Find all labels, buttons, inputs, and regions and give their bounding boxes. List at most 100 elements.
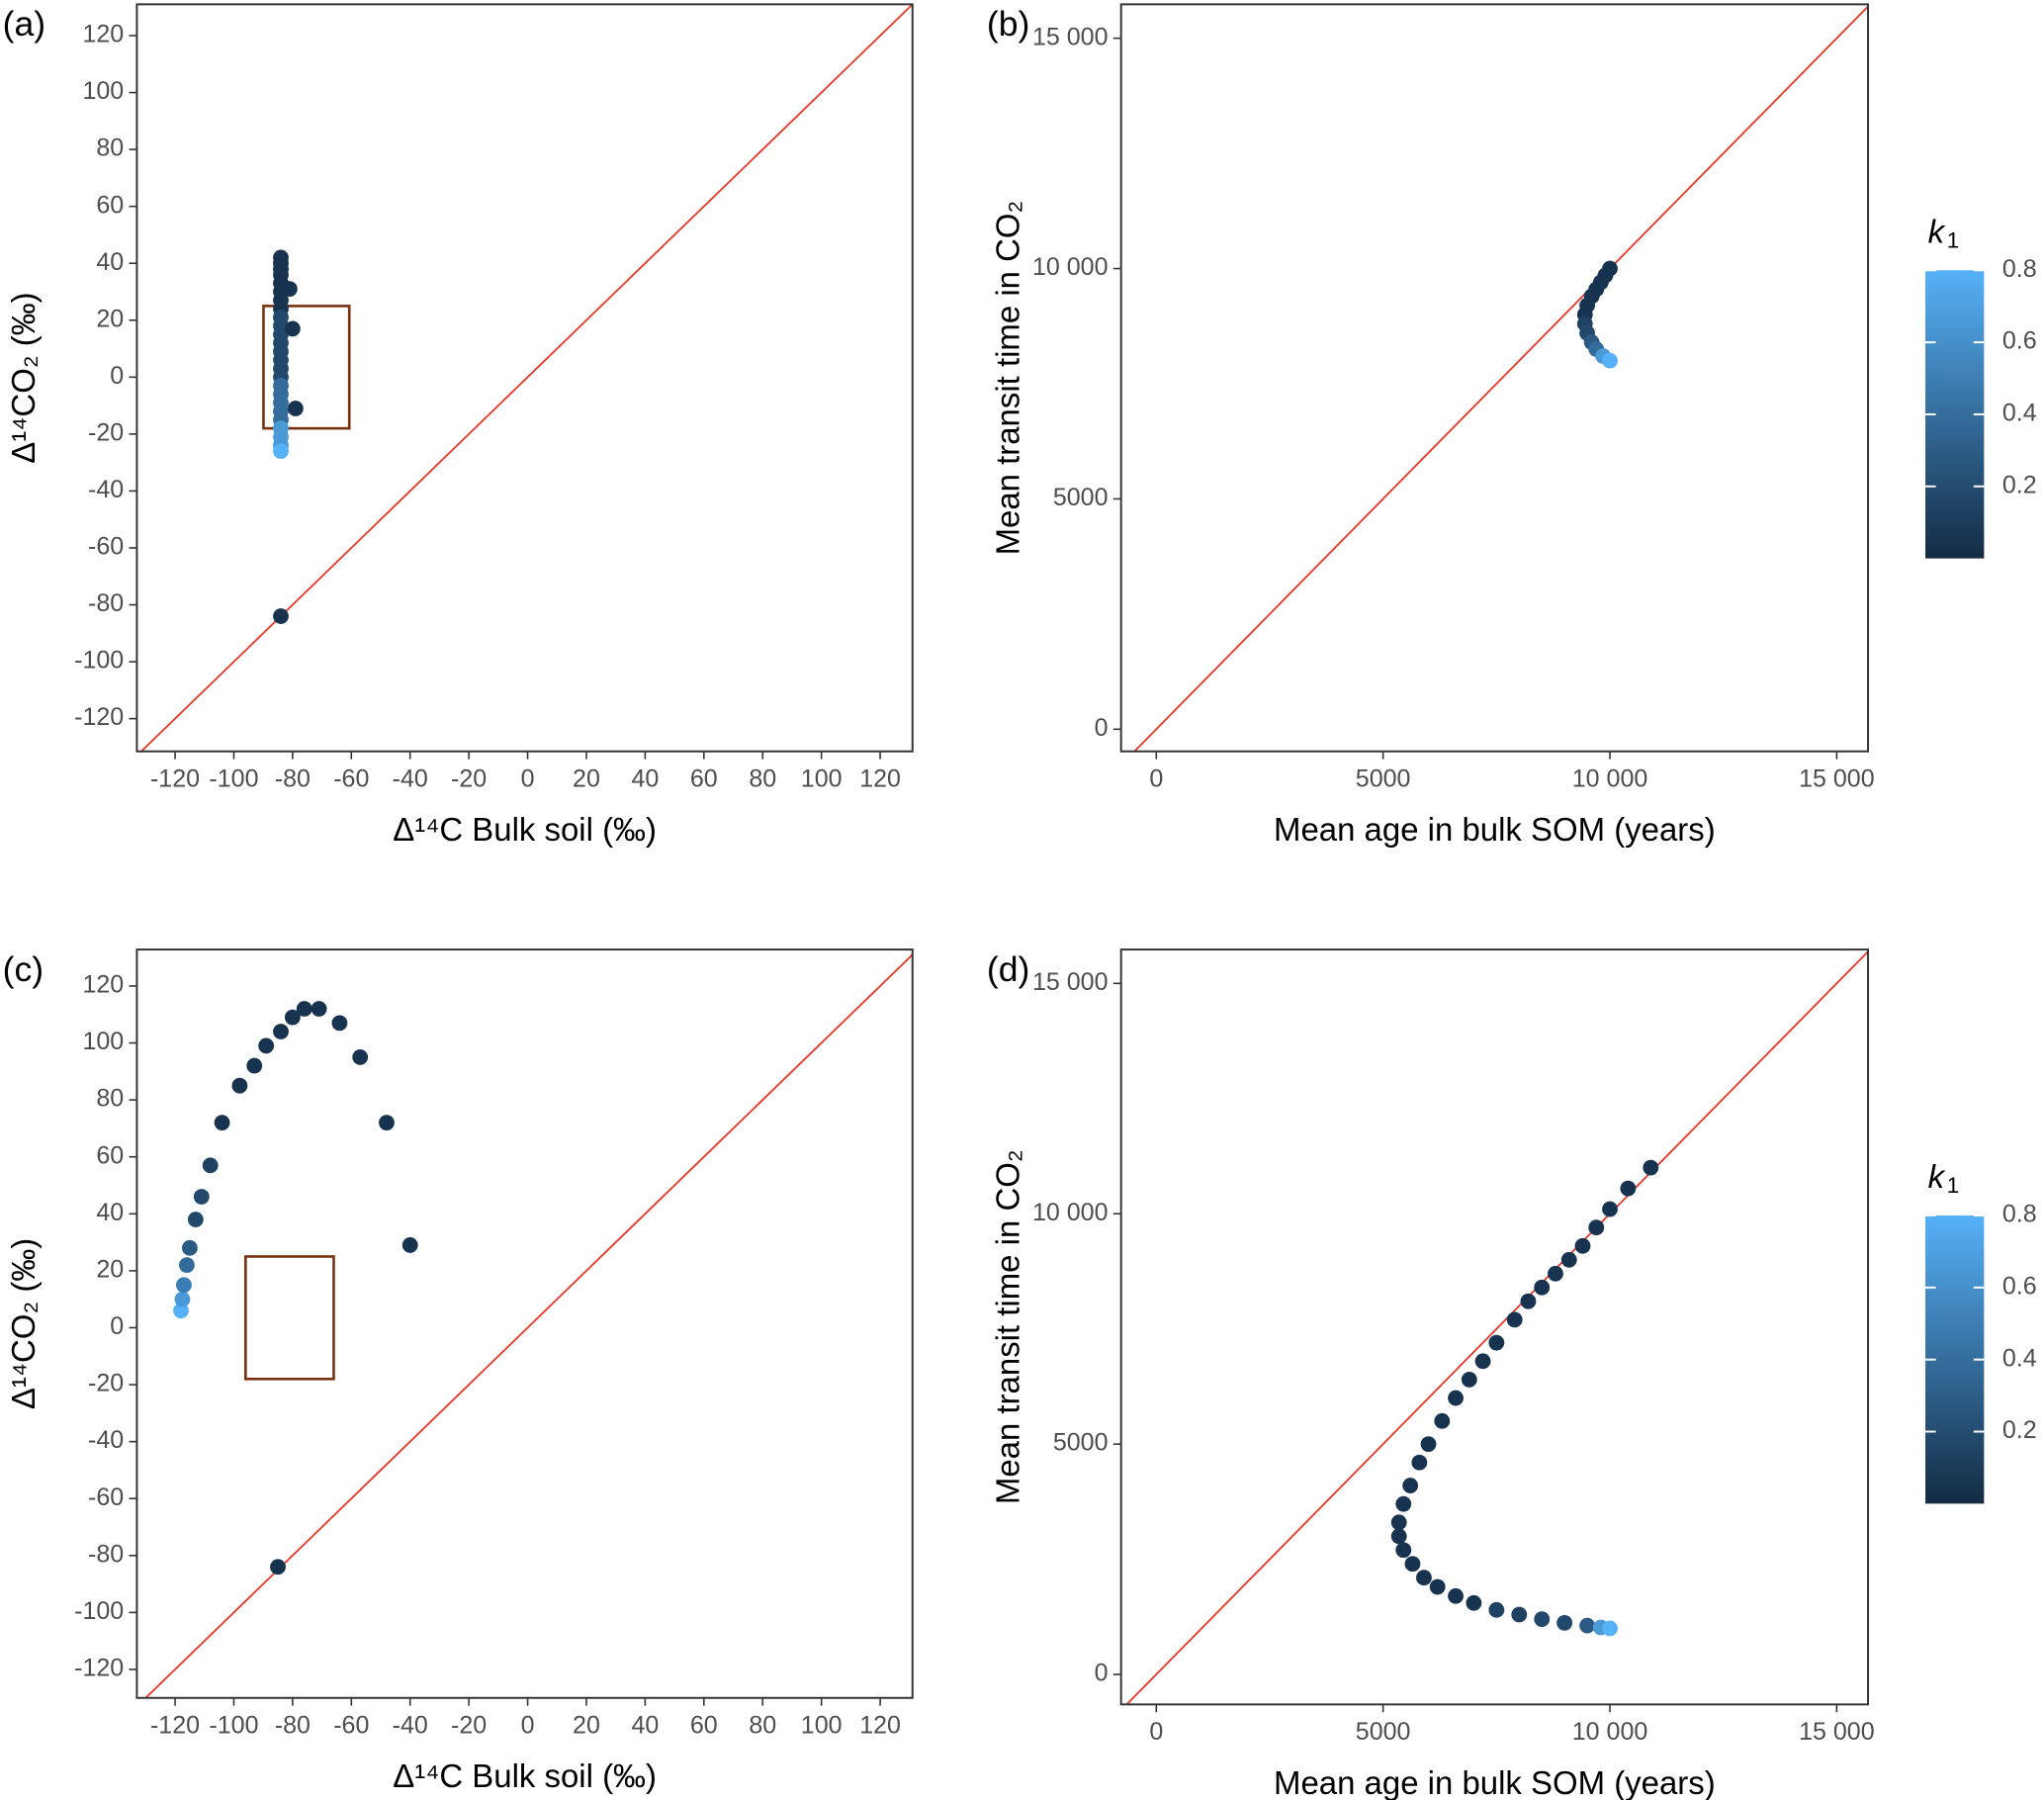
y-tick-label: 80 bbox=[96, 135, 124, 162]
y-tick-label: 40 bbox=[96, 248, 124, 276]
point bbox=[1390, 1514, 1407, 1531]
point bbox=[1534, 1611, 1551, 1628]
y-tick-label: -60 bbox=[88, 1484, 124, 1511]
point bbox=[1404, 1556, 1421, 1573]
y-tick-label: 60 bbox=[96, 1141, 124, 1169]
colorbar-tick-label: 0.4 bbox=[2002, 400, 2037, 427]
x-tick-label: 0 bbox=[521, 765, 535, 792]
y-tick-label: 0 bbox=[1095, 1660, 1109, 1687]
colorbar-tick-label: 0.2 bbox=[2002, 1416, 2037, 1444]
x-tick-label: -60 bbox=[333, 1711, 369, 1739]
annotation-box bbox=[262, 305, 351, 430]
point bbox=[246, 1057, 263, 1074]
x-tick-label: -100 bbox=[209, 765, 258, 792]
point bbox=[258, 1037, 275, 1054]
y-tick-label: 0 bbox=[110, 362, 124, 390]
x-tick-label: -120 bbox=[150, 1711, 200, 1739]
point bbox=[1448, 1390, 1464, 1406]
point bbox=[1434, 1412, 1451, 1429]
point bbox=[1534, 1279, 1551, 1296]
x-tick-label: 60 bbox=[690, 765, 718, 792]
y-tick-label: 20 bbox=[96, 305, 124, 332]
y-tick-label: 80 bbox=[96, 1085, 124, 1113]
point bbox=[1588, 1219, 1605, 1236]
point bbox=[1488, 1334, 1505, 1351]
colorbar-title-main: k bbox=[1928, 213, 1946, 249]
x-tick-label: -60 bbox=[333, 765, 369, 792]
colorbar-tick-label: 0.8 bbox=[2002, 1201, 2037, 1228]
x-tick-label: 40 bbox=[631, 765, 659, 792]
y-tick-label: -60 bbox=[88, 533, 124, 561]
y-tick-label: 5000 bbox=[1053, 1429, 1109, 1457]
x-tick-label: 20 bbox=[573, 1711, 600, 1739]
y-tick-label: 40 bbox=[96, 1199, 124, 1226]
colorbar-title-sub: 1 bbox=[1947, 227, 1959, 252]
point bbox=[1395, 1542, 1412, 1559]
point bbox=[181, 1239, 198, 1256]
x-tick-label: 100 bbox=[801, 1711, 843, 1739]
y-axis-title: Δ¹⁴CO₂ (‰) bbox=[5, 292, 42, 463]
plot-frame bbox=[1119, 948, 1870, 1706]
reference-line bbox=[139, 4, 913, 752]
point bbox=[273, 443, 289, 460]
y-tick-label: -100 bbox=[74, 647, 124, 675]
point bbox=[1411, 1454, 1428, 1471]
x-tick-label: 60 bbox=[690, 1711, 718, 1739]
y-tick-label: 20 bbox=[96, 1255, 124, 1283]
plot-frame bbox=[135, 3, 914, 753]
x-tick-label: 120 bbox=[859, 1711, 901, 1739]
x-tick-label: 40 bbox=[631, 1711, 659, 1739]
colorbar-tick-label: 0.2 bbox=[2002, 471, 2037, 498]
panel-label: (b) bbox=[987, 4, 1029, 44]
annotation-box bbox=[244, 1255, 335, 1381]
plot-frame bbox=[1119, 3, 1870, 753]
point bbox=[193, 1189, 210, 1205]
point bbox=[1448, 1587, 1464, 1604]
x-tick-label: -80 bbox=[275, 1711, 311, 1739]
panel-label: (a) bbox=[3, 4, 45, 44]
y-tick-label: 100 bbox=[82, 77, 124, 105]
x-tick-label: 20 bbox=[573, 765, 600, 792]
point bbox=[1560, 1251, 1577, 1268]
x-axis-title: Mean age in bulk SOM (years) bbox=[1274, 1764, 1716, 1800]
point bbox=[1474, 1353, 1491, 1370]
x-tick-label: -20 bbox=[451, 1711, 487, 1739]
point bbox=[1395, 1495, 1412, 1512]
point bbox=[352, 1049, 369, 1065]
x-tick-label: 15 000 bbox=[1799, 1718, 1875, 1746]
point bbox=[1416, 1570, 1432, 1586]
y-tick-label: -20 bbox=[88, 418, 124, 446]
colorbar-tick-label: 0.8 bbox=[2002, 255, 2037, 283]
x-tick-label: 0 bbox=[1149, 765, 1163, 792]
x-tick-label: 15 000 bbox=[1799, 765, 1875, 792]
x-tick-label: -80 bbox=[275, 765, 311, 792]
point bbox=[1556, 1614, 1573, 1631]
y-tick-label: 10 000 bbox=[1032, 1199, 1109, 1226]
y-tick-label: 120 bbox=[82, 21, 124, 48]
y-tick-label: -20 bbox=[88, 1370, 124, 1397]
colorbar-tick-label: 0.6 bbox=[2002, 327, 2037, 355]
reference-line bbox=[1125, 949, 1869, 1705]
x-tick-label: 0 bbox=[521, 1711, 535, 1739]
panel-label: (c) bbox=[3, 949, 44, 989]
x-axis-title: Δ¹⁴C Bulk soil (‰) bbox=[393, 1757, 657, 1794]
y-axis-title: Δ¹⁴CO₂ (‰) bbox=[5, 1238, 42, 1409]
x-tick-label: 10 000 bbox=[1572, 1718, 1648, 1746]
point bbox=[1574, 1237, 1591, 1254]
x-axis-title: Δ¹⁴C Bulk soil (‰) bbox=[393, 811, 657, 848]
x-tick-label: 80 bbox=[749, 765, 776, 792]
y-tick-label: 0 bbox=[1095, 714, 1109, 742]
point bbox=[296, 1001, 312, 1017]
x-tick-label: -40 bbox=[393, 765, 428, 792]
y-tick-label: 15 000 bbox=[1032, 23, 1109, 50]
point bbox=[270, 1559, 286, 1575]
plot-area bbox=[1125, 949, 1869, 1705]
point bbox=[1511, 1606, 1528, 1623]
reference-line bbox=[144, 952, 913, 1698]
point bbox=[1466, 1594, 1482, 1611]
point bbox=[1506, 1311, 1523, 1328]
y-tick-label: 15 000 bbox=[1032, 968, 1109, 996]
